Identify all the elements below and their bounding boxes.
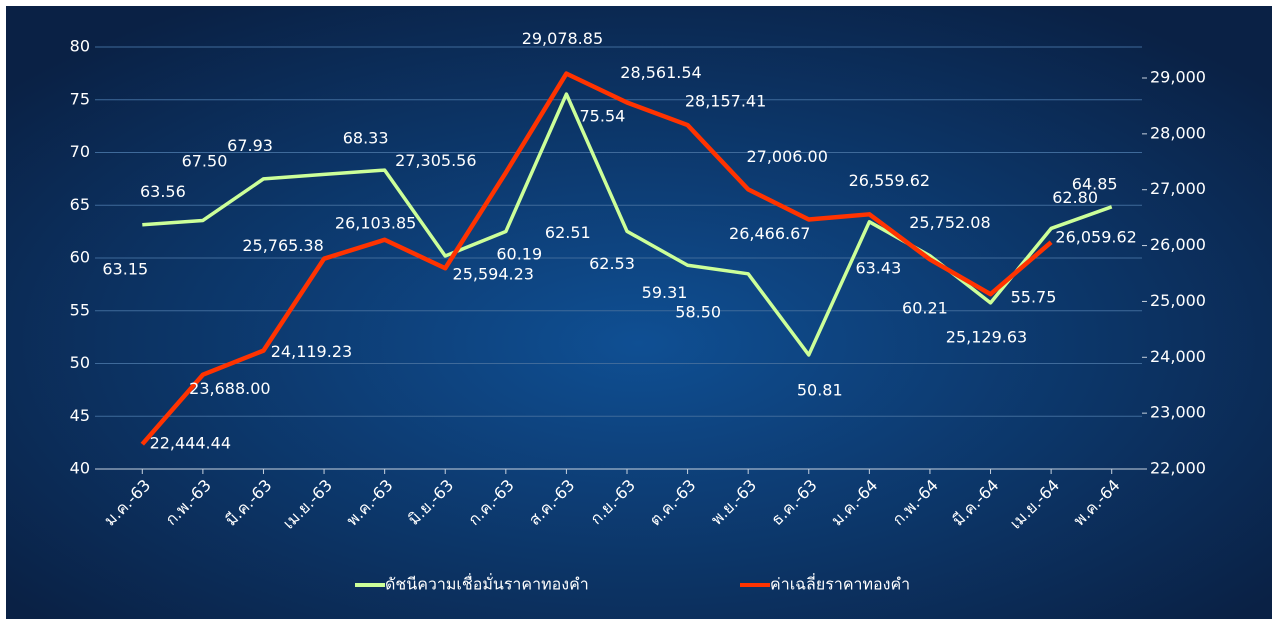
data-label: 22,444.44 [150,434,231,453]
data-label: 25,765.38 [242,236,323,255]
y-tick-label: 50 [70,353,90,372]
data-label: 62.51 [545,223,591,242]
data-label: 59.31 [642,283,688,302]
data-label: 26,559.62 [849,171,930,190]
legend-label: ดัชนีความเชื่อมั่นราคาทองคำ [385,573,589,594]
y-tick-label: 75 [70,89,90,108]
y-tick-label: 55 [70,300,90,319]
data-label: 64.85 [1072,174,1118,193]
data-label: 58.50 [675,302,721,321]
data-label: 25,594.23 [453,265,534,284]
data-label: 25,129.63 [946,328,1027,347]
y-tick-label: 45 [70,406,90,425]
series-line [140,71,1053,446]
y2-tick-label: 29,000 [1150,68,1206,87]
data-label: 24,119.23 [271,342,352,361]
data-label: 28,561.54 [620,63,701,82]
data-label: 68.33 [343,129,389,148]
data-label: 62.53 [589,254,635,273]
y-tick-label: 65 [70,195,90,214]
y-tick-label: 80 [70,37,90,56]
data-label: 23,688.00 [189,379,270,398]
data-label: 27,006.00 [746,147,827,166]
data-label: 60.21 [902,298,948,317]
data-label: 26,059.62 [1055,228,1136,247]
data-label: 29,078.85 [522,29,603,48]
data-label: 50.81 [797,380,843,399]
data-label: 75.54 [580,107,626,126]
data-label: 67.50 [182,151,228,170]
y2-tick-label: 23,000 [1150,403,1206,422]
y2-tick-label: 24,000 [1150,347,1206,366]
y-tick-label: 70 [70,142,90,161]
y2-tick-label: 27,000 [1150,179,1206,198]
data-label: 60.19 [496,244,542,263]
y2-tick-label: 28,000 [1150,123,1206,142]
data-label: 26,466.67 [729,224,810,243]
data-label: 27,305.56 [395,151,476,170]
data-label: 25,752.08 [909,213,990,232]
data-label: 28,157.41 [685,92,766,111]
data-label: 67.93 [227,136,273,155]
data-label: 63.15 [102,259,148,278]
y2-tick-label: 22,000 [1150,459,1206,478]
y2-tick-label: 25,000 [1150,291,1206,310]
legend-label: ค่าเฉลี่ยราคาทองคำ [770,573,910,594]
data-label: 55.75 [1011,287,1057,306]
data-label: 62.80 [1052,188,1098,207]
data-label: 63.43 [855,258,901,277]
data-label: 63.56 [140,182,186,201]
y2-tick-label: 26,000 [1150,235,1206,254]
y-tick-label: 60 [70,248,90,267]
y-tick-label: 40 [70,459,90,478]
data-label: 26,103.85 [335,213,416,232]
